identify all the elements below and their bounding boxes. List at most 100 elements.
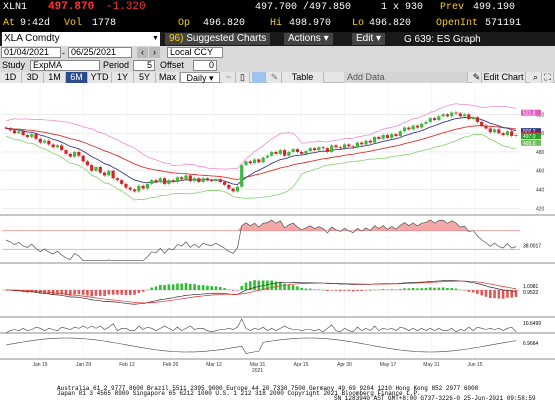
fullscreen-icon[interactable]: ⛶ — [542, 72, 554, 83]
x-tick-label: Jun 15 — [467, 362, 482, 368]
period-field[interactable]: 5 — [133, 60, 155, 71]
range-5y[interactable]: 5Y — [134, 72, 156, 83]
next-period-icon[interactable]: › — [149, 47, 160, 58]
prev-value: 499.190 — [473, 2, 516, 13]
actions-label: Actions — [288, 33, 321, 44]
year-label: 2021 — [252, 368, 263, 374]
openint-value: 571191 — [485, 18, 522, 29]
currency-select[interactable]: Local CCY — [167, 47, 223, 58]
candle-body — [385, 135, 390, 138]
suggested-icon: 96) — [169, 33, 184, 44]
macd-line — [5, 280, 517, 305]
candle-body — [184, 175, 188, 180]
macd-histogram-bar — [240, 285, 244, 290]
table-button[interactable]: Table — [282, 72, 324, 83]
macd-histogram-bar — [214, 286, 218, 290]
macd-histogram-bar — [184, 282, 188, 290]
bollinger-upper — [5, 103, 517, 170]
security-dropdown-icon[interactable]: ▼ — [152, 35, 159, 42]
vol-label: Vol — [64, 18, 83, 29]
end-date-field[interactable]: 06/25/2021 — [68, 47, 132, 58]
candle-body — [38, 138, 42, 143]
edit-chart-button[interactable]: Edit Chart — [482, 72, 526, 83]
macd-histogram-bar — [317, 289, 321, 290]
price-tag: 489.8 — [521, 139, 541, 147]
candle-body — [231, 188, 235, 192]
range-1m[interactable]: 1M — [44, 72, 66, 83]
range-6m[interactable]: 6M — [66, 72, 88, 83]
range-ytd[interactable]: YTD — [88, 72, 112, 83]
open-value: 496.820 — [203, 18, 246, 29]
macd-tag: 1.0981 — [523, 284, 539, 290]
macd-histogram-bar — [386, 289, 389, 291]
y-tick-label: 480 — [536, 150, 545, 156]
open-label: Op — [178, 18, 191, 29]
candle-body — [338, 147, 342, 149]
candle-body — [21, 131, 25, 136]
suggested-charts-button[interactable]: 96) Suggested Charts — [165, 33, 271, 45]
macd-histogram-bar — [133, 290, 136, 295]
macd-histogram-bar — [180, 283, 184, 290]
x-tick-label: Apr 15 — [294, 362, 309, 368]
candle-body — [68, 153, 72, 157]
frequency-select[interactable]: Daily ▾ — [180, 72, 220, 83]
macd-tag: 0.9522 — [523, 290, 539, 296]
pencil-icon[interactable]: ✎ — [472, 72, 482, 83]
macd-histogram-bar — [480, 290, 484, 296]
low-value: 496.820 — [369, 18, 412, 29]
candle-body — [218, 179, 222, 183]
bid-ask-size: 1 x 930 — [381, 2, 424, 13]
range-3d[interactable]: 3D — [22, 72, 44, 83]
macd-histogram-bar — [81, 290, 85, 295]
candle-body — [424, 121, 428, 124]
range-max[interactable]: Max — [156, 72, 180, 83]
draw-icon[interactable]: ✎ — [268, 72, 282, 83]
macd-histogram-bar — [73, 290, 76, 295]
add-data-field[interactable]: Add Data — [344, 72, 468, 83]
candle-body — [47, 140, 51, 145]
range-1d[interactable]: 1D — [0, 72, 22, 83]
candle-body — [458, 113, 462, 117]
date-separator: - — [62, 48, 65, 58]
ticker[interactable]: XLN1 — [3, 2, 28, 13]
highlight-icon[interactable] — [252, 72, 266, 83]
macd-histogram-bar — [403, 288, 406, 290]
range-1y[interactable]: 1Y — [112, 72, 134, 83]
macd-histogram-bar — [488, 290, 492, 299]
study-select[interactable]: ExpMA — [30, 60, 100, 71]
candle-body — [128, 187, 132, 190]
candle-body — [480, 121, 484, 126]
zoom-icon[interactable]: ⌕ — [530, 72, 542, 83]
actions-button[interactable]: Actions ▾ — [284, 33, 333, 45]
candle-body — [432, 118, 437, 121]
macd-histogram-bar — [321, 289, 325, 291]
candle-body — [402, 127, 407, 132]
macd-histogram-bar — [304, 288, 308, 290]
edit-button[interactable]: Edit ▾ — [352, 33, 386, 45]
macd-histogram-bar — [90, 290, 94, 297]
price-tag-label: 502.2 — [523, 129, 536, 135]
chart-type-icon[interactable]: ▯ — [236, 72, 250, 83]
macd-histogram-bar — [248, 281, 252, 290]
suggested-label: Suggested Charts — [186, 33, 267, 44]
frequency-label: Daily — [186, 73, 207, 83]
rsi-tag: 38.0017 — [523, 244, 541, 250]
candle-body — [42, 140, 47, 143]
prev-period-icon[interactable]: ‹ — [137, 47, 148, 58]
macd-histogram-bar — [171, 284, 175, 290]
offset-label: Offset — [160, 60, 184, 70]
candle-body — [98, 166, 102, 173]
price-tag: 521.8 — [521, 109, 541, 117]
candle-body — [150, 180, 154, 184]
macd-histogram-bar — [360, 290, 364, 292]
macd-histogram-bar — [493, 290, 496, 299]
offset-field[interactable]: 0 — [193, 60, 217, 71]
start-date-field[interactable]: 01/04/2021 — [1, 47, 61, 58]
line-style-icon[interactable]: ~ — [222, 72, 236, 83]
macd-histogram-bar — [150, 287, 154, 290]
security-field[interactable]: XLA Comdty — [2, 32, 160, 46]
candle-body — [347, 144, 351, 147]
function-bar: XLA Comdty ▼ 96) Suggested Charts Action… — [0, 32, 555, 46]
macd-histogram-bar — [244, 282, 248, 290]
